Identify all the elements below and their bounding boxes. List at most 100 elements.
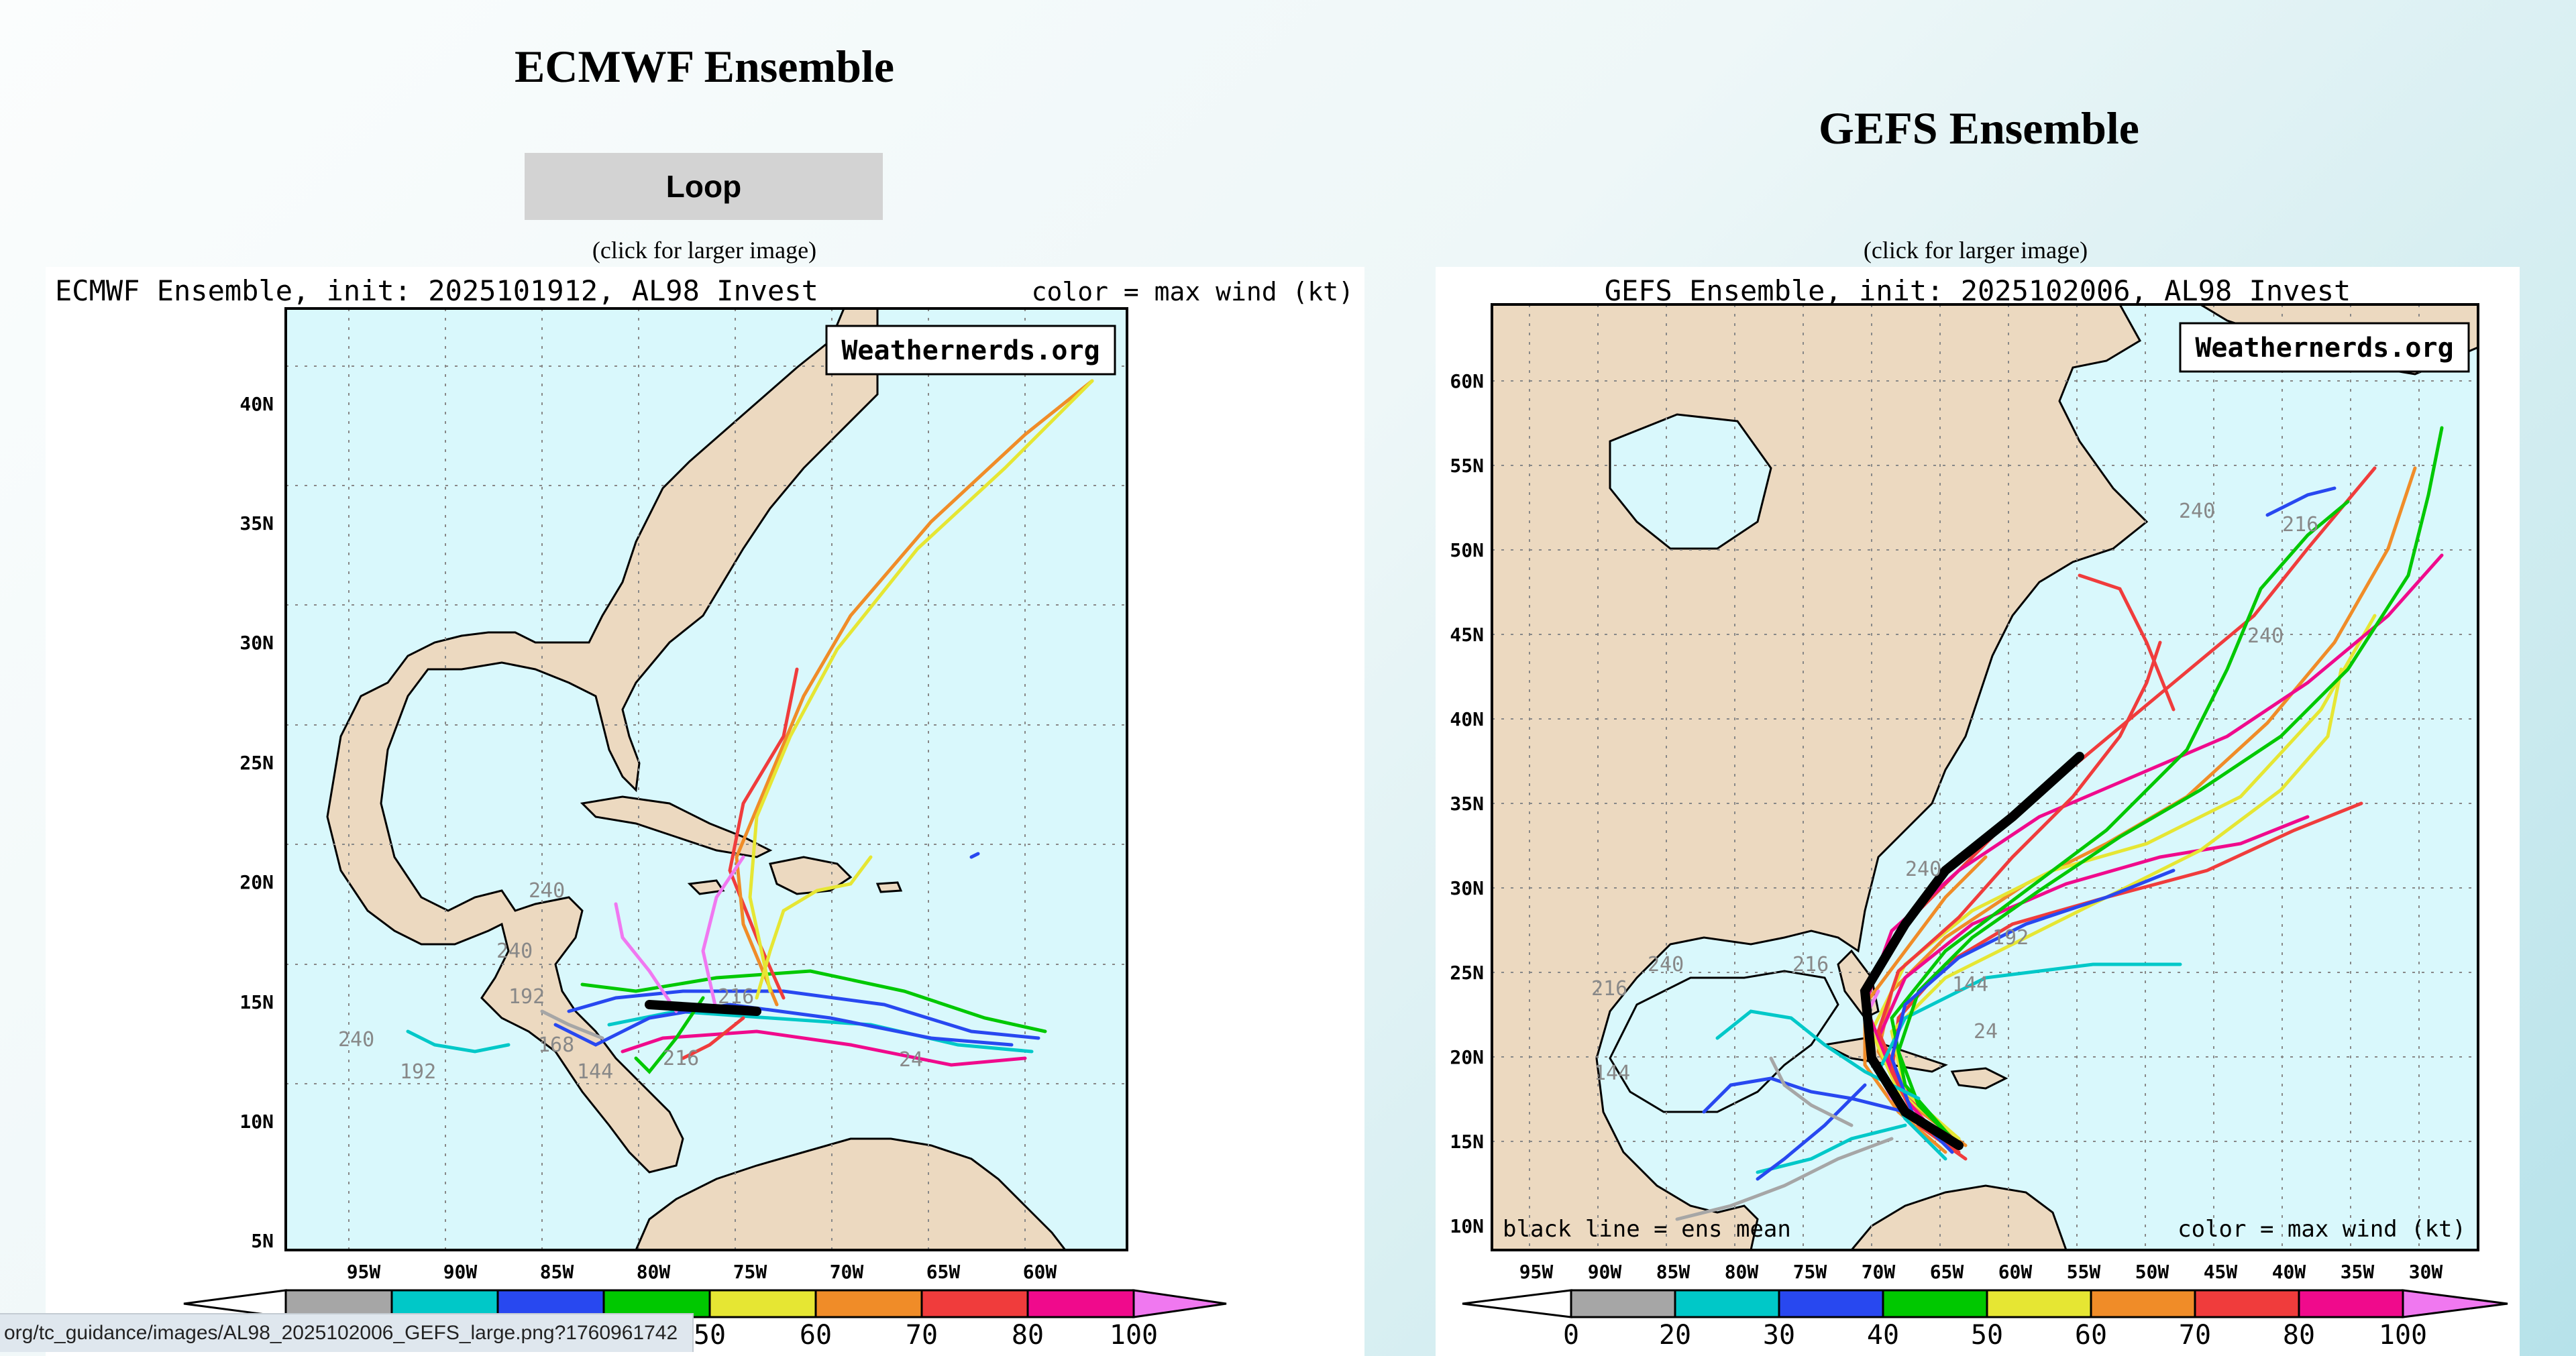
svg-text:65W: 65W [1930, 1261, 1964, 1283]
svg-text:40N: 40N [1450, 708, 1484, 730]
svg-text:10N: 10N [1450, 1215, 1484, 1237]
ecmwf-enlarge-hint: (click for larger image) [592, 237, 817, 264]
svg-text:40: 40 [1867, 1320, 1899, 1351]
gefs-lon-labels: 95W 90W 85W 80W 75W 70W 65W 60W 55W 50W … [1519, 1261, 2443, 1283]
ecmwf-watermark: Weathernerds.org [841, 335, 1099, 366]
svg-text:35W: 35W [2341, 1261, 2375, 1283]
svg-text:15N: 15N [239, 991, 274, 1013]
svg-text:15N: 15N [1450, 1131, 1484, 1153]
svg-text:75W: 75W [1793, 1261, 1827, 1283]
svg-text:192: 192 [508, 985, 545, 1009]
svg-text:20N: 20N [1450, 1046, 1484, 1068]
svg-text:65W: 65W [926, 1261, 961, 1283]
ecmwf-map-frame [284, 307, 1128, 1251]
gefs-map-image[interactable]: GEFS Ensemble, init: 2025102006, AL98 In… [1436, 267, 2520, 1356]
svg-text:60W: 60W [1023, 1261, 1057, 1283]
svg-text:40N: 40N [239, 393, 274, 415]
svg-text:50: 50 [694, 1320, 726, 1351]
gefs-colorbar-values: 0 20 30 40 50 60 70 80 100 [1563, 1320, 2427, 1351]
gefs-legend-note: color = max wind (kt) [2178, 1216, 2466, 1243]
svg-text:240: 240 [529, 879, 565, 903]
svg-text:192: 192 [400, 1060, 436, 1084]
svg-text:5N: 5N [251, 1230, 274, 1252]
ecmwf-map-title: ECMWF Ensemble, init: 2025101912, AL98 I… [55, 274, 818, 307]
gefs-ens-mean-note: black line = ens mean [1503, 1216, 1791, 1243]
svg-text:60: 60 [2075, 1320, 2107, 1351]
gefs-heading: GEFS Ensemble [1819, 103, 2139, 154]
svg-text:45N: 45N [1450, 624, 1484, 646]
svg-text:60: 60 [800, 1320, 832, 1351]
svg-text:240: 240 [338, 1028, 374, 1052]
svg-text:168: 168 [538, 1033, 574, 1057]
ecmwf-heading: ECMWF Ensemble [514, 41, 894, 92]
svg-text:50W: 50W [2135, 1261, 2169, 1283]
svg-text:0: 0 [1563, 1320, 1579, 1351]
svg-text:60N: 60N [1450, 370, 1484, 392]
svg-text:216: 216 [663, 1047, 699, 1070]
svg-text:35N: 35N [239, 512, 274, 534]
status-bar-url: org/tc_guidance/images/AL98_2025102006_G… [0, 1313, 694, 1352]
svg-text:240: 240 [1905, 858, 1941, 881]
svg-text:60W: 60W [1998, 1261, 2033, 1283]
svg-text:216: 216 [1591, 977, 1627, 1001]
svg-text:144: 144 [1952, 973, 1988, 997]
gefs-ensemble-tracks [1675, 426, 2444, 1221]
gefs-map-title: GEFS Ensemble, init: 2025102006, AL98 In… [1605, 274, 2351, 307]
svg-text:30N: 30N [1450, 877, 1484, 899]
ecmwf-colorbar-values: 50 60 70 80 100 [694, 1320, 1158, 1351]
svg-text:80W: 80W [1725, 1261, 1759, 1283]
ecmwf-gridlines [286, 308, 1127, 1250]
gefs-enlarge-hint: (click for larger image) [1863, 237, 2088, 264]
svg-text:70: 70 [2179, 1320, 2211, 1351]
svg-text:80W: 80W [637, 1261, 671, 1283]
svg-text:85W: 85W [1656, 1261, 1690, 1283]
ecmwf-ensemble-tracks [406, 379, 1094, 1074]
svg-text:50N: 50N [1450, 539, 1484, 561]
ecmwf-lat-labels: 40N 35N 30N 25N 20N 15N 10N 5N [239, 393, 274, 1252]
svg-text:80: 80 [2283, 1320, 2315, 1351]
gefs-wind-colorbar [1462, 1289, 2508, 1318]
svg-text:216: 216 [1792, 953, 1829, 976]
svg-text:70: 70 [906, 1320, 938, 1351]
svg-text:144: 144 [577, 1060, 613, 1084]
svg-text:35N: 35N [1450, 793, 1484, 815]
svg-text:240: 240 [2247, 624, 2284, 648]
svg-text:20: 20 [1659, 1320, 1691, 1351]
svg-text:95W: 95W [347, 1261, 381, 1283]
svg-text:90W: 90W [443, 1261, 478, 1283]
svg-text:50: 50 [1971, 1320, 2003, 1351]
svg-text:216: 216 [2282, 513, 2318, 536]
svg-text:80: 80 [1012, 1320, 1044, 1351]
svg-text:24: 24 [899, 1048, 923, 1072]
svg-text:240: 240 [1648, 953, 1684, 976]
loop-button[interactable]: Loop [525, 153, 883, 220]
gefs-forecast-hour-labels: 240 216 240 240 216 240 192 144 24 216 1… [1591, 500, 2318, 1085]
svg-text:192: 192 [1992, 926, 2029, 950]
svg-text:55W: 55W [2067, 1261, 2101, 1283]
svg-text:100: 100 [2379, 1320, 2427, 1351]
svg-text:240: 240 [496, 940, 533, 963]
ecmwf-forecast-hour-labels: 240 240 192 168 216 192 240 24 144 216 [338, 879, 923, 1084]
svg-text:144: 144 [1594, 1062, 1630, 1085]
svg-text:30N: 30N [239, 632, 274, 654]
svg-text:30W: 30W [2409, 1261, 2443, 1283]
gefs-watermark: Weathernerds.org [2195, 333, 2453, 363]
ecmwf-wind-colorbar [183, 1289, 1227, 1318]
svg-text:85W: 85W [540, 1261, 574, 1283]
svg-text:70W: 70W [830, 1261, 864, 1283]
svg-text:100: 100 [1110, 1320, 1158, 1351]
svg-text:25N: 25N [1450, 962, 1484, 984]
svg-text:40W: 40W [2272, 1261, 2306, 1283]
ecmwf-map-image[interactable]: ECMWF Ensemble, init: 2025101912, AL98 I… [46, 267, 1364, 1356]
ecmwf-lon-labels: 95W 90W 85W 80W 75W 70W 65W 60W [347, 1261, 1057, 1283]
ecmwf-legend-note: color = max wind (kt) [1032, 277, 1354, 306]
svg-text:20N: 20N [239, 871, 274, 893]
svg-text:45W: 45W [2204, 1261, 2238, 1283]
ecmwf-land [286, 308, 1067, 1250]
svg-text:240: 240 [2179, 500, 2215, 523]
svg-text:70W: 70W [1862, 1261, 1896, 1283]
svg-text:90W: 90W [1588, 1261, 1622, 1283]
svg-text:55N: 55N [1450, 455, 1484, 477]
svg-text:24: 24 [1974, 1020, 1998, 1043]
svg-text:95W: 95W [1519, 1261, 1554, 1283]
